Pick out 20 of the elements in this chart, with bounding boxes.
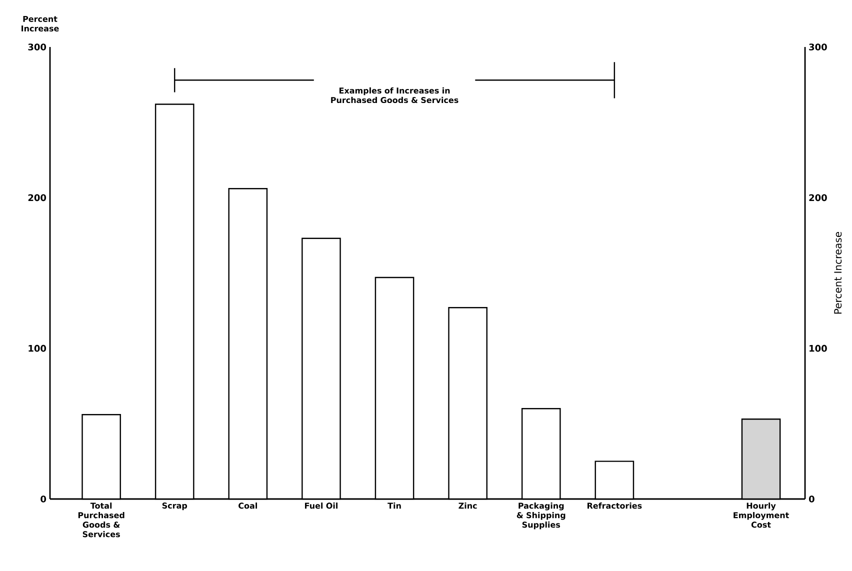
y2-axis-title: Percent Increase — [834, 232, 842, 314]
y-tick-label: 300 — [28, 44, 46, 50]
y-tick-label: 100 — [28, 344, 46, 352]
x-tick-label: Refractories — [587, 502, 642, 509]
x-tick-label: Hourly Employment Cost — [734, 502, 789, 528]
x-tick-label: Total Purchased Goods & Services — [78, 502, 124, 538]
x-tick-label: Scrap — [162, 502, 188, 510]
y-tick-label: 0 — [40, 496, 46, 502]
x-tick-label: Zinc — [458, 502, 477, 509]
x-tick-label: Tin — [388, 502, 401, 509]
y2-tick-label: 300 — [809, 44, 827, 50]
x-tick-label: Fuel Oil — [305, 502, 338, 509]
y2-tick-label: 200 — [809, 194, 827, 202]
x-tick-label: Packaging & Shipping Supplies — [516, 502, 566, 530]
y-tick-label: 200 — [28, 194, 46, 202]
x-tick-label: Coal — [238, 502, 257, 509]
y2-tick-label: 0 — [808, 496, 814, 502]
y-axis-title: Percent Increase — [22, 16, 59, 32]
annotation: Examples of Increases in Purchased Goods & Services — [331, 87, 458, 104]
y2-tick-label: 100 — [810, 344, 827, 352]
